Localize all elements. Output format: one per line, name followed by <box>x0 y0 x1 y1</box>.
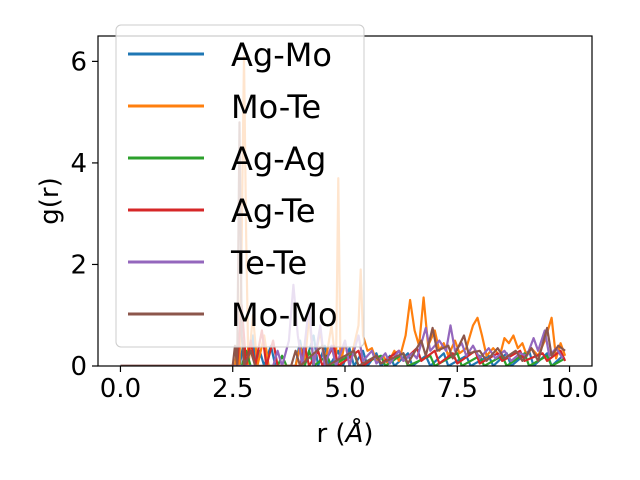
legend-label: Ag-Mo <box>231 36 332 74</box>
x-tick-label: 0.0 <box>100 374 141 404</box>
x-tick-label: 10.0 <box>541 374 599 404</box>
series-line-ag-ag <box>120 349 566 366</box>
x-axis-ticks: 0.0 2.5 5.0 7.5 10.0 <box>100 366 599 404</box>
legend-label: Ag-Ag <box>231 140 326 178</box>
x-axis-label-close: ) <box>363 419 373 449</box>
y-tick-label: 2 <box>70 250 87 280</box>
x-axis-label-text: r ( <box>316 419 345 449</box>
legend-label: Ag-Te <box>231 192 316 230</box>
y-tick-label: 4 <box>70 149 87 179</box>
y-tick-label: 6 <box>70 47 87 77</box>
x-tick-label: 7.5 <box>437 374 478 404</box>
legend: Ag-Mo Mo-Te Ag-Ag Ag-Te Te-Te Mo-Mo <box>115 24 365 348</box>
series-line-mo-te <box>120 55 567 366</box>
legend-label: Mo-Te <box>231 88 321 126</box>
y-axis-ticks: 0 2 4 6 <box>70 47 98 382</box>
legend-label: Mo-Mo <box>231 296 338 334</box>
x-axis-label-unit: Å <box>344 417 364 449</box>
y-axis-label: g(r) <box>35 177 65 224</box>
x-tick-label: 2.5 <box>212 374 253 404</box>
series-line-mo-mo <box>120 121 566 366</box>
x-tick-label: 5.0 <box>324 374 365 404</box>
x-axis-label: r (Å) <box>316 417 373 449</box>
y-tick-label: 0 <box>70 352 87 382</box>
legend-label: Te-Te <box>230 244 307 282</box>
